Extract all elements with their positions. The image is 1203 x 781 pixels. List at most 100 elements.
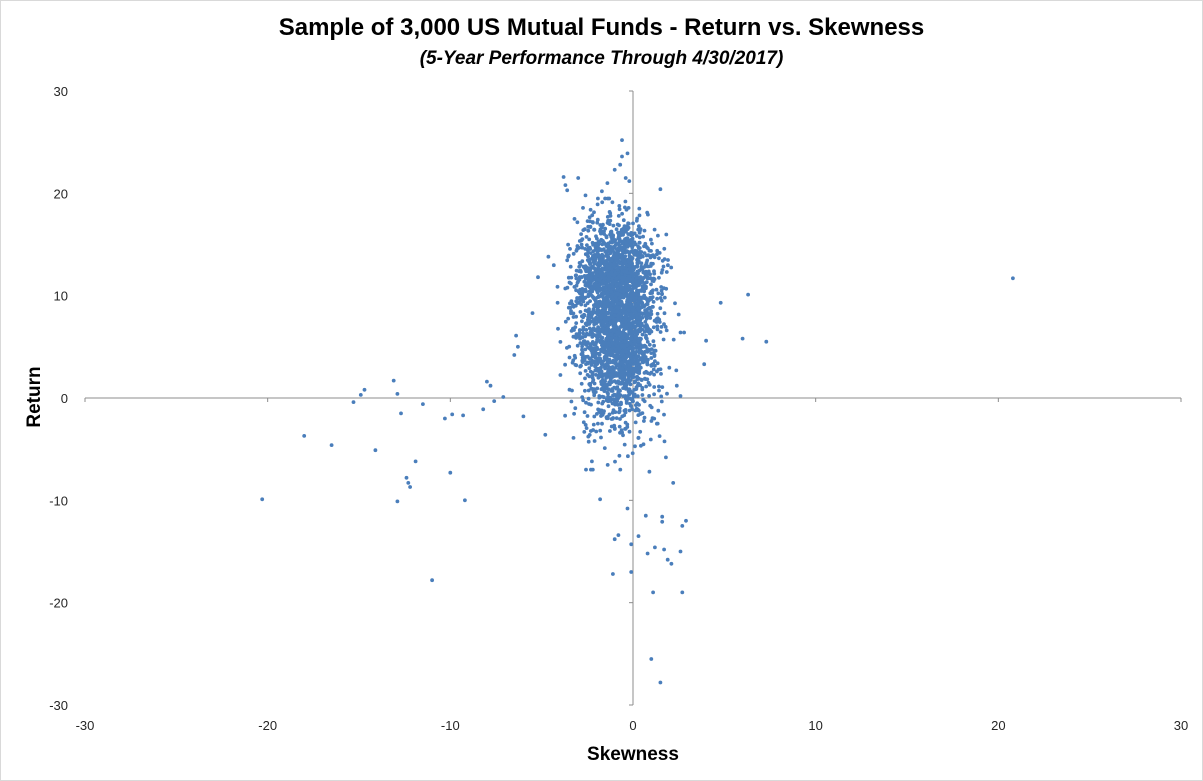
data-point <box>640 332 645 337</box>
data-point <box>608 382 612 387</box>
data-point <box>643 296 648 300</box>
data-point <box>614 282 619 287</box>
data-point-outlier <box>395 392 400 396</box>
data-point <box>597 278 602 283</box>
data-point-outlier <box>684 518 688 523</box>
data-point <box>622 408 627 413</box>
data-point-outlier <box>421 402 425 406</box>
data-point <box>585 360 590 365</box>
data-point <box>581 299 586 304</box>
data-point <box>656 408 661 413</box>
data-point <box>586 228 591 233</box>
data-point <box>602 241 607 246</box>
data-point <box>639 253 644 258</box>
data-point <box>551 263 556 268</box>
data-point-outlier <box>600 189 604 194</box>
data-point-outlier <box>530 311 535 315</box>
data-point <box>607 412 612 417</box>
data-point <box>638 429 643 434</box>
data-point <box>609 290 613 295</box>
data-point <box>637 224 641 229</box>
data-point <box>630 343 635 347</box>
data-point <box>574 321 579 325</box>
data-point <box>617 348 622 352</box>
data-point <box>652 348 657 353</box>
data-point <box>606 323 611 328</box>
data-point <box>580 395 585 399</box>
data-point-outlier <box>746 292 750 297</box>
data-point <box>652 416 657 421</box>
data-point <box>588 251 593 256</box>
data-point <box>612 273 616 278</box>
data-point <box>655 296 659 301</box>
data-point <box>622 293 626 298</box>
chart-title: Sample of 3,000 US Mutual Funds - Return… <box>278 14 925 41</box>
data-point-outlier <box>651 590 655 595</box>
data-point-outlier <box>373 448 378 453</box>
data-point <box>648 437 653 442</box>
data-point <box>566 242 570 247</box>
data-point <box>639 443 643 448</box>
data-point <box>599 231 603 236</box>
data-point <box>618 467 623 472</box>
data-point <box>599 287 604 291</box>
data-point <box>584 235 589 239</box>
data-point <box>604 397 609 401</box>
data-point <box>623 420 628 425</box>
data-point <box>587 289 592 294</box>
data-point <box>592 266 597 271</box>
data-point <box>624 280 629 285</box>
data-point <box>585 373 590 377</box>
data-point-outlier <box>671 481 676 485</box>
data-point-outlier <box>649 657 654 661</box>
data-point <box>586 388 591 393</box>
data-point <box>645 258 650 263</box>
data-point <box>649 356 654 360</box>
data-point <box>651 300 656 304</box>
data-point-outlier <box>481 407 486 412</box>
data-point <box>600 200 605 205</box>
data-point <box>614 371 619 375</box>
data-point <box>639 311 644 316</box>
data-point <box>659 285 664 289</box>
data-point <box>633 319 638 324</box>
data-point <box>622 310 626 315</box>
data-point <box>598 340 603 345</box>
data-point-outlier <box>704 338 708 343</box>
y-tick-label: -10 <box>49 493 68 508</box>
data-point <box>637 249 642 254</box>
data-point <box>582 279 587 284</box>
data-point <box>664 270 669 274</box>
data-point <box>613 398 618 402</box>
data-point <box>623 284 628 288</box>
data-point <box>652 385 657 389</box>
data-point <box>654 320 659 324</box>
data-point <box>578 297 582 301</box>
data-point <box>641 353 646 358</box>
data-point <box>637 296 642 301</box>
data-point <box>630 312 634 317</box>
data-point <box>596 287 601 292</box>
data-point <box>643 320 648 324</box>
data-point <box>603 354 607 359</box>
data-point <box>638 327 643 332</box>
data-point <box>637 230 642 235</box>
data-point <box>572 328 576 332</box>
data-point-outlier <box>660 519 665 524</box>
data-point-outlier <box>362 387 367 392</box>
data-point <box>581 331 585 336</box>
data-point <box>632 240 637 245</box>
data-point <box>656 291 661 296</box>
x-tick-label: 0 <box>629 718 636 733</box>
data-point <box>616 246 620 251</box>
data-point <box>646 212 650 217</box>
data-point <box>659 270 664 275</box>
data-point <box>649 253 654 258</box>
data-point <box>603 196 607 201</box>
data-point <box>606 272 611 277</box>
data-point <box>615 255 620 260</box>
data-point <box>652 354 657 358</box>
data-point <box>604 376 608 380</box>
data-point <box>606 315 610 320</box>
data-point <box>624 229 628 234</box>
